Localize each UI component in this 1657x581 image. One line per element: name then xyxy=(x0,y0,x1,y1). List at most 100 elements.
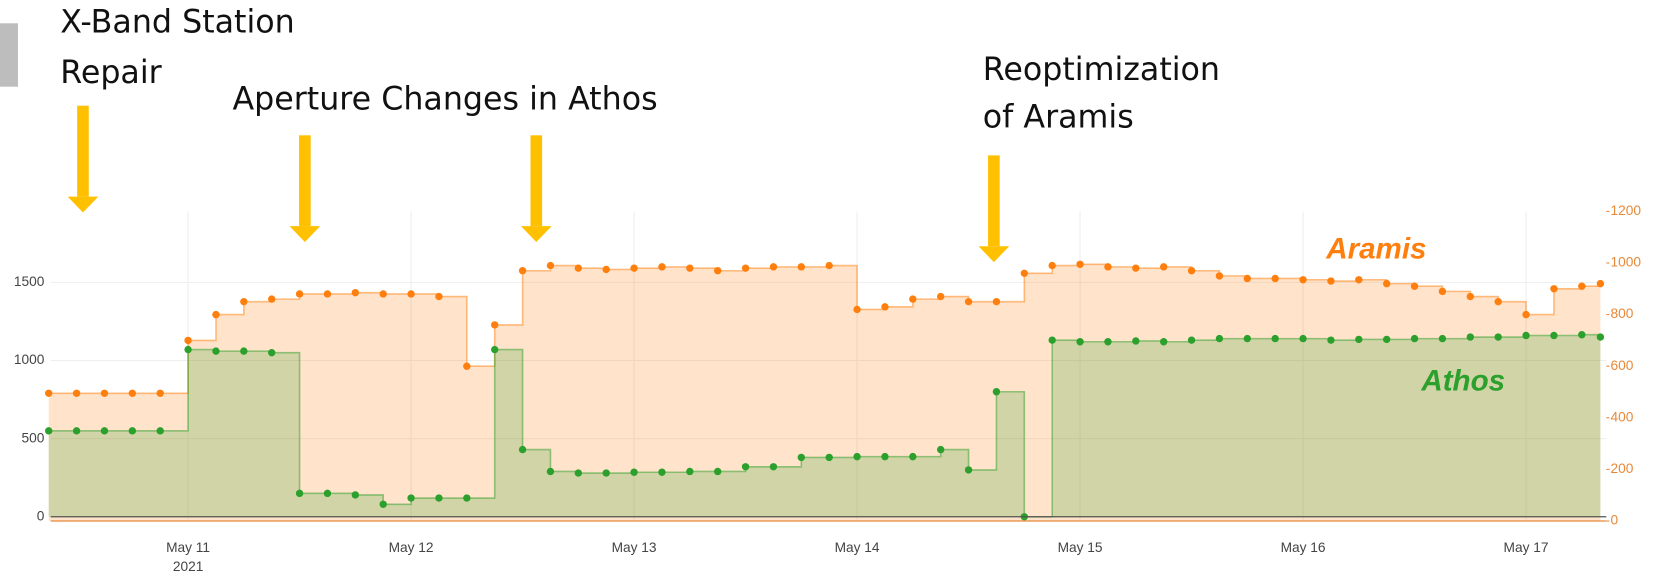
series-label: Athos xyxy=(1420,364,1505,397)
series-dot xyxy=(1438,287,1447,296)
side-tab xyxy=(0,23,18,87)
series-dot xyxy=(936,445,945,454)
series-dot xyxy=(1327,336,1335,344)
series-dot xyxy=(463,362,471,370)
series-dot xyxy=(881,303,889,311)
series-dot xyxy=(184,345,192,354)
series-dot xyxy=(518,445,527,454)
x-tick-label: May 17 xyxy=(1504,540,1549,555)
y2-tick-label: 800 xyxy=(1611,306,1634,321)
series-dot xyxy=(1327,277,1335,285)
series-dot xyxy=(1020,269,1029,278)
y2-tick-label: 600 xyxy=(1611,358,1634,373)
x-tick-year: 2021 xyxy=(173,559,204,574)
series-dot xyxy=(1271,334,1279,343)
series-dot xyxy=(853,452,861,461)
series-dot xyxy=(212,310,220,319)
series-dot xyxy=(909,452,917,461)
series-dot xyxy=(853,305,861,314)
series-dot xyxy=(769,463,778,471)
series-dot xyxy=(1578,331,1586,339)
series-dot xyxy=(1243,334,1252,343)
series-label: Aramis xyxy=(1325,232,1426,265)
x-tick-label: May 15 xyxy=(1058,540,1103,555)
series-dot xyxy=(1355,335,1363,344)
series-dot xyxy=(630,468,638,476)
series-dot xyxy=(574,469,583,477)
series-dot xyxy=(379,290,387,298)
series-dot xyxy=(686,264,694,272)
series-dot xyxy=(741,463,750,471)
series-dot xyxy=(1132,264,1140,272)
series-dot xyxy=(1048,336,1056,344)
series-dot xyxy=(72,389,81,397)
y2-tick-label: 0 xyxy=(1611,513,1619,528)
series-dot xyxy=(1494,297,1502,306)
arrow-shaft xyxy=(77,105,89,197)
series-dot xyxy=(1132,337,1140,345)
series-dot xyxy=(323,290,332,298)
series-dot xyxy=(1159,263,1168,271)
series-dot xyxy=(240,347,248,355)
series-dot xyxy=(156,427,164,435)
annotation: Reoptimization xyxy=(983,52,1220,88)
series-area xyxy=(48,334,1601,517)
series-dot xyxy=(769,263,778,271)
series-dot xyxy=(602,265,610,274)
arrow-shaft xyxy=(988,155,1000,247)
series-dot xyxy=(1355,276,1363,284)
series-dot xyxy=(1104,263,1112,271)
series-dot xyxy=(741,264,750,272)
series-dot xyxy=(491,321,499,329)
y-tick-label: 500 xyxy=(21,430,44,445)
annotation: Repair xyxy=(60,55,162,91)
series-dot xyxy=(936,292,945,301)
series-dot xyxy=(1159,338,1168,346)
series-dot xyxy=(714,467,722,476)
series-dot xyxy=(45,427,53,435)
series-dot xyxy=(1550,285,1558,293)
series-dot xyxy=(686,467,694,476)
series-dot xyxy=(1522,310,1530,319)
series-dot xyxy=(964,297,973,306)
series-dot xyxy=(240,297,248,306)
series-dot xyxy=(1299,334,1307,343)
series-dot xyxy=(1494,333,1502,341)
series-dot xyxy=(1104,338,1112,346)
series-dot xyxy=(1410,282,1419,290)
series-dot xyxy=(1187,336,1196,344)
series-dot xyxy=(100,427,109,435)
series-dot xyxy=(100,389,109,397)
series-dot xyxy=(797,263,806,271)
series-dot xyxy=(435,292,443,301)
series-dot xyxy=(128,389,137,397)
series-dot xyxy=(1076,260,1084,268)
series-dot xyxy=(1271,274,1279,283)
arrows xyxy=(67,105,1010,263)
series-dot xyxy=(295,489,304,498)
series-dot xyxy=(407,290,415,298)
series-dot xyxy=(1187,267,1196,275)
series-dot xyxy=(1243,274,1252,283)
series-dot xyxy=(825,453,833,462)
series-dot xyxy=(881,452,889,461)
arrow-head xyxy=(289,226,321,243)
y-tick-label: 1000 xyxy=(14,352,45,367)
x-tick-label: May 12 xyxy=(389,540,434,555)
series-dot xyxy=(463,494,471,502)
series-dot xyxy=(184,336,192,345)
series-dot xyxy=(546,467,555,476)
series-dot xyxy=(72,427,81,435)
series-dot xyxy=(407,494,415,502)
series-dot xyxy=(1522,331,1530,340)
series-dot xyxy=(714,267,722,275)
series-dot xyxy=(909,295,917,303)
series-dot xyxy=(128,427,137,435)
series-dot xyxy=(268,348,276,357)
annotation: X-Band Station xyxy=(60,4,295,40)
y2-tick-label: 400 xyxy=(1611,409,1634,424)
y-tick-label: 1500 xyxy=(14,274,45,289)
series-dot xyxy=(602,469,610,477)
series-dot xyxy=(1382,335,1391,344)
